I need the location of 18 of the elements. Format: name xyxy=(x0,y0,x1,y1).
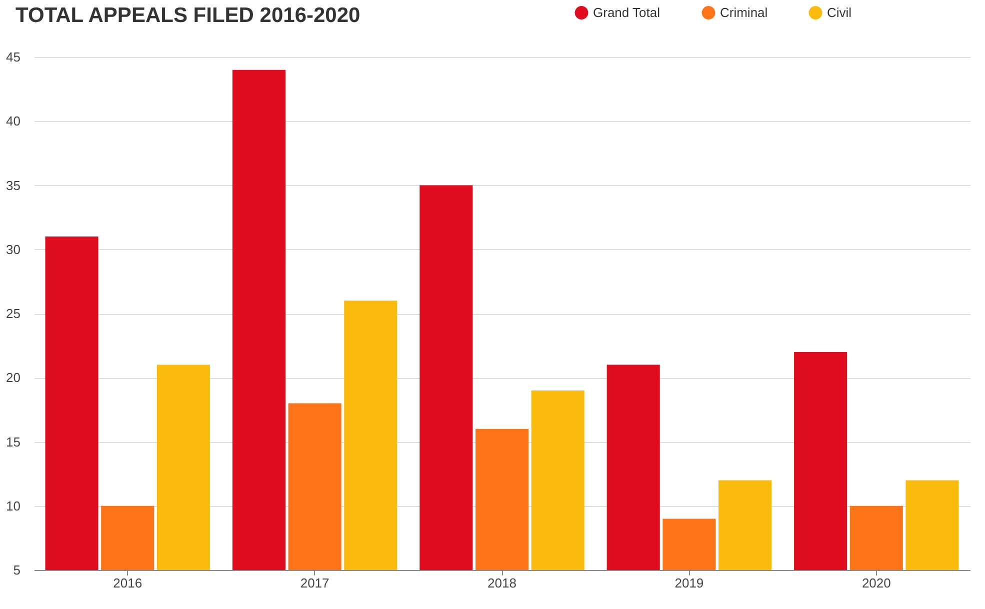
x-tick-label: 2019 xyxy=(674,576,704,590)
y-tick-label: 45 xyxy=(6,50,20,64)
y-tick-label: 5 xyxy=(13,562,20,578)
y-tick-label: 10 xyxy=(6,498,20,514)
x-tick-label: 2017 xyxy=(300,576,330,590)
x-tick-label: 2016 xyxy=(113,576,142,590)
x-tick-label: 2018 xyxy=(488,576,516,590)
x-tick-label: 2020 xyxy=(862,576,891,590)
y-tick-label: 20 xyxy=(6,370,20,386)
legend-label: Grand Total xyxy=(593,4,660,20)
y-tick-label: 30 xyxy=(6,242,20,257)
legend-label: Criminal xyxy=(720,4,768,20)
y-tick-label: 15 xyxy=(6,434,20,450)
y-tick-label: 40 xyxy=(6,114,20,129)
y-tick-label: 25 xyxy=(6,306,20,321)
legend-label: Civil xyxy=(827,4,852,20)
chart-title: TOTAL APPEALS FILED 2016-2020 xyxy=(16,4,360,27)
y-tick-label: 35 xyxy=(6,178,20,193)
